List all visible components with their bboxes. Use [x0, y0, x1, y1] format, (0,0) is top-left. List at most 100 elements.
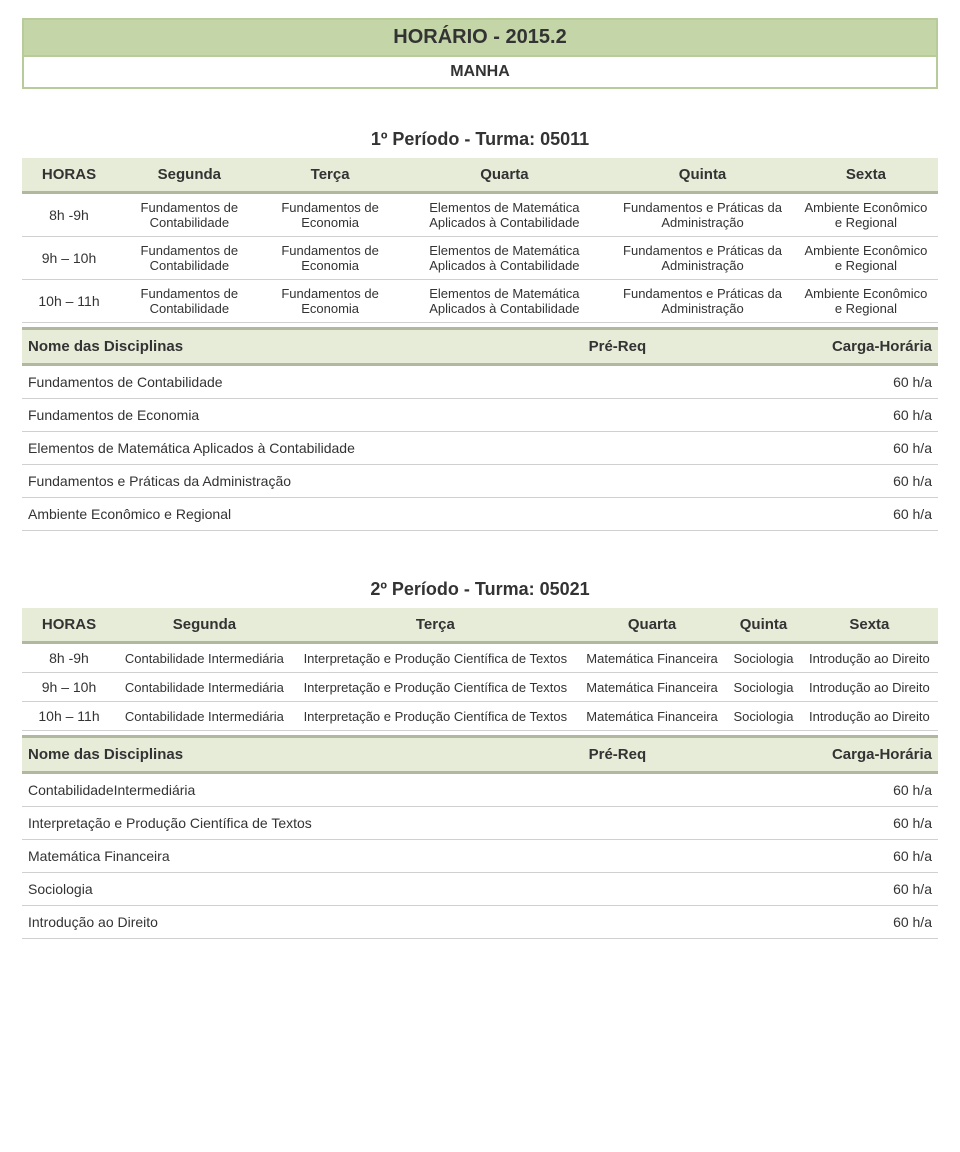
col-quinta: Quinta — [611, 158, 794, 193]
cell: Interpretação e Produção Científica de T… — [293, 643, 578, 673]
disc-col-name: Nome das Disciplinas — [22, 329, 526, 365]
period-1-block: 1º Período - Turma: 05011 HORAS Segunda … — [22, 129, 938, 531]
disc-pre — [526, 807, 709, 840]
schedule-table-1: HORAS Segunda Terça Quarta Quinta Sexta … — [22, 158, 938, 323]
disc-name: Ambiente Econômico e Regional — [22, 498, 526, 531]
page-subtitle: MANHA — [24, 57, 936, 87]
col-terca: Terça — [293, 608, 578, 643]
page-title: HORÁRIO - 2015.2 — [24, 20, 936, 57]
col-sexta: Sexta — [801, 608, 938, 643]
disc-col-name: Nome das Disciplinas — [22, 737, 526, 773]
cell: Sociologia — [726, 702, 800, 731]
cell-hours: 8h -9h — [22, 643, 116, 673]
table-row: ContabilidadeIntermediária 60 h/a — [22, 773, 938, 807]
table-row: Sociologia 60 h/a — [22, 873, 938, 906]
col-terca: Terça — [263, 158, 398, 193]
cell: Interpretação e Produção Científica de T… — [293, 702, 578, 731]
table-row: 8h -9h Contabilidade Intermediária Inter… — [22, 643, 938, 673]
cell: Fundamentos de Contabilidade — [116, 237, 263, 280]
disc-load: 60 h/a — [709, 432, 938, 465]
disc-header-row: Nome das Disciplinas Pré-Req Carga-Horár… — [22, 329, 938, 365]
disc-pre — [526, 906, 709, 939]
cell-hours: 8h -9h — [22, 193, 116, 237]
disc-name: Introdução ao Direito — [22, 906, 526, 939]
cell: Fundamentos e Práticas da Administração — [611, 280, 794, 323]
disc-pre — [526, 432, 709, 465]
cell: Matemática Financeira — [578, 702, 726, 731]
col-segunda: Segunda — [116, 608, 293, 643]
cell: Sociologia — [726, 673, 800, 702]
disc-load: 60 h/a — [709, 873, 938, 906]
disc-load: 60 h/a — [709, 773, 938, 807]
schedule-header-row: HORAS Segunda Terça Quarta Quinta Sexta — [22, 608, 938, 643]
cell: Introdução ao Direito — [801, 702, 938, 731]
cell: Fundamentos de Economia — [263, 280, 398, 323]
disciplines-table-2: Nome das Disciplinas Pré-Req Carga-Horár… — [22, 735, 938, 939]
disc-name: Fundamentos e Práticas da Administração — [22, 465, 526, 498]
table-row: 8h -9h Fundamentos de Contabilidade Fund… — [22, 193, 938, 237]
schedule-table-2: HORAS Segunda Terça Quarta Quinta Sexta … — [22, 608, 938, 731]
header-box: HORÁRIO - 2015.2 MANHA — [22, 18, 938, 89]
table-row: 10h – 11h Fundamentos de Contabilidade F… — [22, 280, 938, 323]
cell: Ambiente Econômico e Regional — [794, 237, 938, 280]
cell: Contabilidade Intermediária — [116, 702, 293, 731]
disc-load: 60 h/a — [709, 840, 938, 873]
cell: Ambiente Econômico e Regional — [794, 193, 938, 237]
disc-load: 60 h/a — [709, 807, 938, 840]
table-row: Ambiente Econômico e Regional 60 h/a — [22, 498, 938, 531]
disc-col-pre: Pré-Req — [526, 329, 709, 365]
disc-name: Fundamentos de Contabilidade — [22, 365, 526, 399]
col-horas: HORAS — [22, 608, 116, 643]
cell: Fundamentos de Contabilidade — [116, 280, 263, 323]
cell: Introdução ao Direito — [801, 673, 938, 702]
disc-col-pre: Pré-Req — [526, 737, 709, 773]
cell: Contabilidade Intermediária — [116, 673, 293, 702]
disc-load: 60 h/a — [709, 365, 938, 399]
disc-load: 60 h/a — [709, 465, 938, 498]
disc-load: 60 h/a — [709, 498, 938, 531]
schedule-header-row: HORAS Segunda Terça Quarta Quinta Sexta — [22, 158, 938, 193]
col-quarta: Quarta — [398, 158, 612, 193]
table-row: Fundamentos de Economia 60 h/a — [22, 399, 938, 432]
disc-pre — [526, 465, 709, 498]
disc-pre — [526, 773, 709, 807]
disc-pre — [526, 498, 709, 531]
disciplines-table-1: Nome das Disciplinas Pré-Req Carga-Horár… — [22, 327, 938, 531]
cell-hours: 10h – 11h — [22, 702, 116, 731]
table-row: Fundamentos e Práticas da Administração … — [22, 465, 938, 498]
cell-hours: 10h – 11h — [22, 280, 116, 323]
cell: Introdução ao Direito — [801, 643, 938, 673]
col-segunda: Segunda — [116, 158, 263, 193]
table-row: 10h – 11h Contabilidade Intermediária In… — [22, 702, 938, 731]
cell: Fundamentos de Economia — [263, 237, 398, 280]
period-2-title: 2º Período - Turma: 05021 — [22, 579, 938, 600]
disc-name: Interpretação e Produção Científica de T… — [22, 807, 526, 840]
disc-name: Fundamentos de Economia — [22, 399, 526, 432]
cell: Elementos de Matemática Aplicados à Cont… — [398, 237, 612, 280]
cell: Fundamentos de Contabilidade — [116, 193, 263, 237]
period-1-title: 1º Período - Turma: 05011 — [22, 129, 938, 150]
table-row: Fundamentos de Contabilidade 60 h/a — [22, 365, 938, 399]
cell: Fundamentos e Práticas da Administração — [611, 193, 794, 237]
disc-name: Elementos de Matemática Aplicados à Cont… — [22, 432, 526, 465]
disc-pre — [526, 873, 709, 906]
table-row: Matemática Financeira 60 h/a — [22, 840, 938, 873]
cell: Interpretação e Produção Científica de T… — [293, 673, 578, 702]
cell: Matemática Financeira — [578, 643, 726, 673]
table-row: Elementos de Matemática Aplicados à Cont… — [22, 432, 938, 465]
disc-load: 60 h/a — [709, 399, 938, 432]
disc-pre — [526, 365, 709, 399]
cell-hours: 9h – 10h — [22, 673, 116, 702]
table-row: 9h – 10h Fundamentos de Contabilidade Fu… — [22, 237, 938, 280]
col-quarta: Quarta — [578, 608, 726, 643]
cell: Fundamentos e Práticas da Administração — [611, 237, 794, 280]
disc-header-row: Nome das Disciplinas Pré-Req Carga-Horár… — [22, 737, 938, 773]
col-sexta: Sexta — [794, 158, 938, 193]
col-horas: HORAS — [22, 158, 116, 193]
disc-name: ContabilidadeIntermediária — [22, 773, 526, 807]
cell: Elementos de Matemática Aplicados à Cont… — [398, 193, 612, 237]
disc-col-load: Carga-Horária — [709, 737, 938, 773]
period-2-block: 2º Período - Turma: 05021 HORAS Segunda … — [22, 579, 938, 939]
cell: Elementos de Matemática Aplicados à Cont… — [398, 280, 612, 323]
table-row: Introdução ao Direito 60 h/a — [22, 906, 938, 939]
